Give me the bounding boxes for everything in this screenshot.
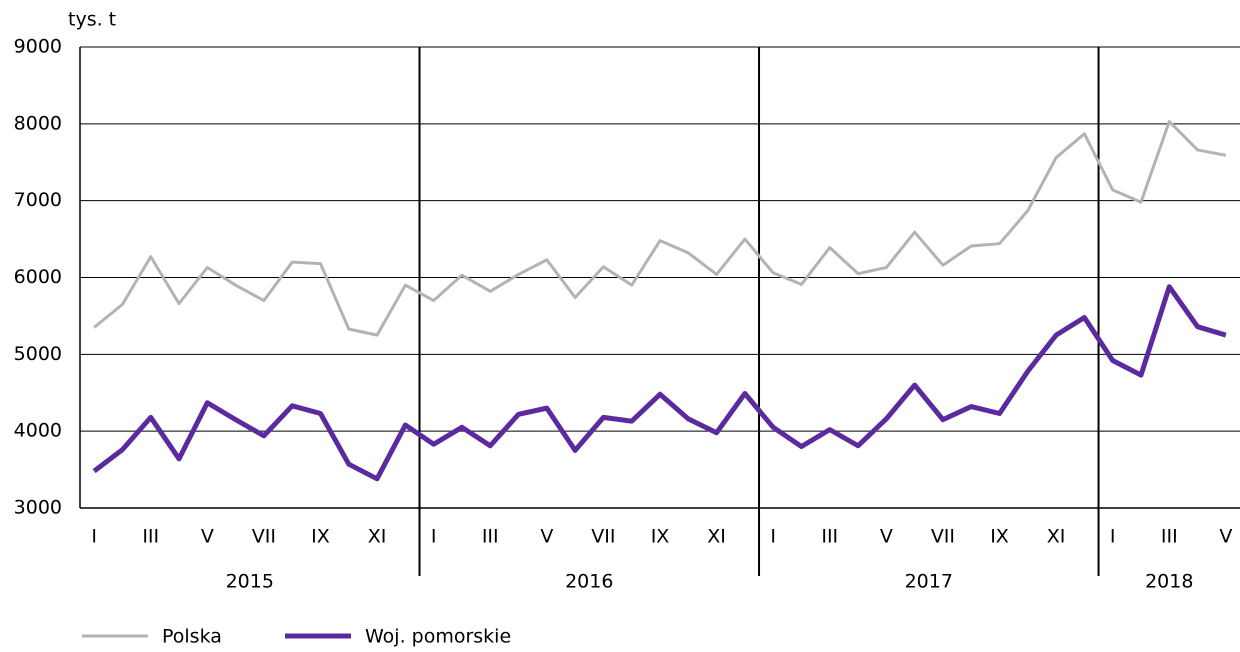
x-tick-label: IX bbox=[311, 526, 330, 548]
x-tick-label: III bbox=[482, 526, 499, 548]
year-label: 2018 bbox=[1145, 571, 1193, 593]
x-tick-label: I bbox=[91, 526, 97, 548]
y-tick-label: 5000 bbox=[14, 343, 62, 365]
legend-label: Woj. pomorskie bbox=[365, 626, 511, 648]
legend-label: Polska bbox=[162, 626, 222, 648]
y-tick-label: 3000 bbox=[14, 497, 62, 519]
x-tick-label: III bbox=[821, 526, 838, 548]
x-tick-label: V bbox=[1219, 526, 1232, 548]
x-tick-label: VII bbox=[252, 526, 276, 548]
y-tick-label: 4000 bbox=[14, 420, 62, 442]
x-tick-label: III bbox=[142, 526, 159, 548]
series-line bbox=[92, 284, 1227, 482]
x-tick-label: I bbox=[770, 526, 776, 548]
x-tick-label: V bbox=[540, 526, 553, 548]
x-tick-label: IX bbox=[651, 526, 670, 548]
y-tick-label: 8000 bbox=[14, 112, 62, 134]
year-label: 2015 bbox=[226, 571, 274, 593]
year-label: 2017 bbox=[905, 571, 953, 593]
y-tick-label: 7000 bbox=[14, 189, 62, 211]
x-tick-label: VII bbox=[931, 526, 955, 548]
year-label: 2016 bbox=[565, 571, 613, 593]
x-tick-label: VII bbox=[591, 526, 615, 548]
x-tick-label: IX bbox=[990, 526, 1009, 548]
x-tick-label: I bbox=[1110, 526, 1116, 548]
x-tick-label: XI bbox=[707, 526, 726, 548]
y-axis-label: tys. t bbox=[68, 9, 116, 31]
x-tick-label: XI bbox=[1047, 526, 1066, 548]
x-tick-label: III bbox=[1161, 526, 1178, 548]
x-tick-label: V bbox=[880, 526, 893, 548]
y-tick-label: 9000 bbox=[14, 36, 62, 58]
x-tick-label: V bbox=[201, 526, 214, 548]
x-tick-label: I bbox=[431, 526, 437, 548]
y-tick-label: 6000 bbox=[14, 266, 62, 288]
series-line bbox=[93, 120, 1227, 337]
x-tick-label: XI bbox=[368, 526, 387, 548]
